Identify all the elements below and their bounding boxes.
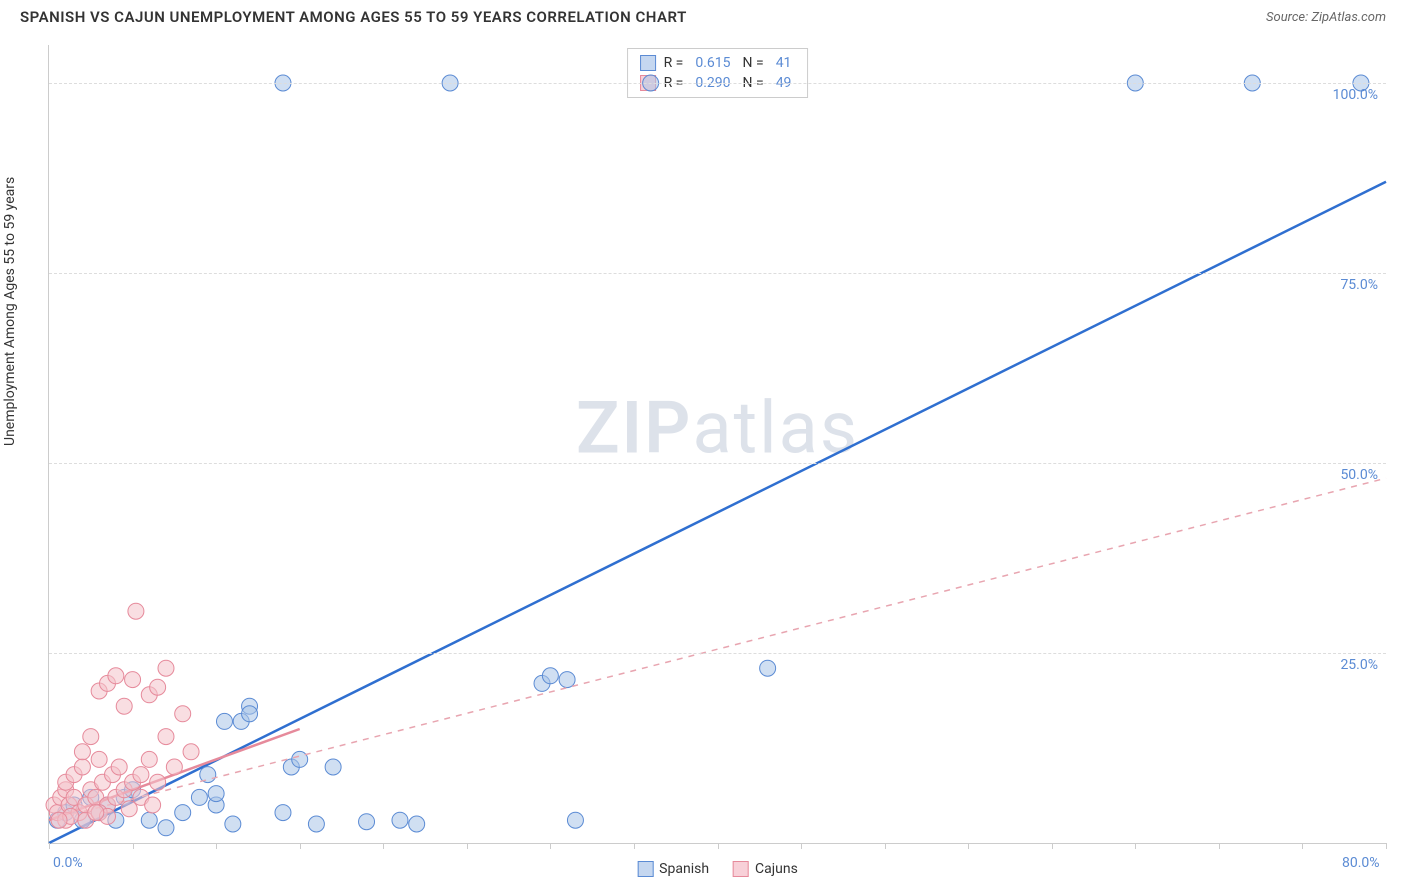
data-point xyxy=(325,759,341,775)
data-point xyxy=(125,672,141,688)
data-point xyxy=(150,679,166,695)
plot-svg xyxy=(49,45,1386,843)
data-point xyxy=(567,812,583,828)
x-tick xyxy=(550,843,551,849)
data-point xyxy=(108,668,124,684)
data-point xyxy=(208,786,224,802)
scatter-chart: ZIPatlas R = 0.615 N = 41 R = 0.290 N = … xyxy=(48,45,1386,844)
data-point xyxy=(559,672,575,688)
source-attribution: Source: ZipAtlas.com xyxy=(1266,10,1386,25)
gridline xyxy=(49,83,1386,84)
data-point xyxy=(158,820,174,836)
y-axis-label: Unemployment Among Ages 55 to 59 years xyxy=(2,177,18,446)
data-point xyxy=(74,744,90,760)
data-point xyxy=(83,729,99,745)
series-legend: Spanish Cajuns xyxy=(637,861,798,877)
data-point xyxy=(88,805,104,821)
x-tick xyxy=(634,843,635,849)
data-point xyxy=(128,603,144,619)
data-point xyxy=(200,767,216,783)
trend-line xyxy=(49,478,1386,820)
data-point xyxy=(116,698,132,714)
data-point xyxy=(292,751,308,767)
x-tick xyxy=(1302,843,1303,849)
data-point xyxy=(141,751,157,767)
data-point xyxy=(111,759,127,775)
x-tick-label: 80.0% xyxy=(1342,855,1380,871)
y-tick-label: 25.0% xyxy=(1340,657,1378,673)
x-tick xyxy=(383,843,384,849)
x-tick-label: 0.0% xyxy=(53,855,83,871)
data-point xyxy=(91,751,107,767)
data-point xyxy=(542,668,558,684)
gridline xyxy=(49,463,1386,464)
data-point xyxy=(392,812,408,828)
data-point xyxy=(359,814,375,830)
data-point xyxy=(216,713,232,729)
data-point xyxy=(275,805,291,821)
trend-line xyxy=(49,182,1386,843)
data-point xyxy=(150,774,166,790)
x-tick xyxy=(1052,843,1053,849)
data-point xyxy=(133,767,149,783)
chart-title: SPANISH VS CAJUN UNEMPLOYMENT AMONG AGES… xyxy=(20,8,687,26)
data-point xyxy=(409,816,425,832)
legend-item-cajuns: Cajuns xyxy=(733,861,798,877)
x-tick xyxy=(1135,843,1136,849)
legend-item-spanish: Spanish xyxy=(637,861,709,877)
data-point xyxy=(760,660,776,676)
data-point xyxy=(74,759,90,775)
gridline xyxy=(49,653,1386,654)
data-point xyxy=(158,660,174,676)
data-point xyxy=(158,729,174,745)
x-tick xyxy=(133,843,134,849)
x-tick xyxy=(801,843,802,849)
data-point xyxy=(145,797,161,813)
data-point xyxy=(166,759,182,775)
swatch-cajuns xyxy=(733,861,749,877)
x-tick xyxy=(885,843,886,849)
swatch-spanish xyxy=(637,861,653,877)
y-tick-label: 75.0% xyxy=(1340,277,1378,293)
data-point xyxy=(175,805,191,821)
x-tick xyxy=(1386,843,1387,849)
data-point xyxy=(242,706,258,722)
x-tick xyxy=(300,843,301,849)
data-point xyxy=(175,706,191,722)
chart-header: SPANISH VS CAJUN UNEMPLOYMENT AMONG AGES… xyxy=(0,0,1406,30)
x-tick xyxy=(467,843,468,849)
data-point xyxy=(183,744,199,760)
data-point xyxy=(225,816,241,832)
data-point xyxy=(141,812,157,828)
x-tick xyxy=(718,843,719,849)
data-point xyxy=(191,789,207,805)
x-tick xyxy=(216,843,217,849)
y-tick-label: 50.0% xyxy=(1340,467,1378,483)
y-tick-label: 100.0% xyxy=(1333,87,1378,103)
x-tick xyxy=(49,843,50,849)
x-tick xyxy=(968,843,969,849)
data-point xyxy=(51,812,67,828)
x-tick xyxy=(1219,843,1220,849)
gridline xyxy=(49,273,1386,274)
data-point xyxy=(308,816,324,832)
